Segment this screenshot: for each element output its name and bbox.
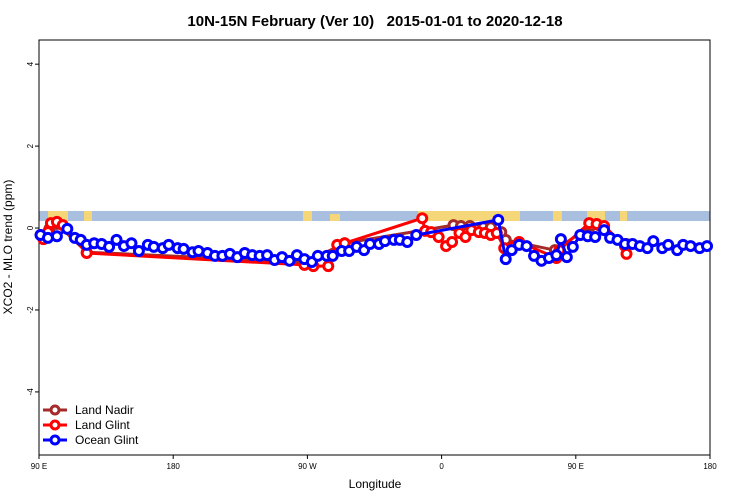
legend-label: Land Nadir: [75, 403, 134, 417]
chart-title: 10N-15N February (Ver 10) 2015-01-01 to …: [187, 13, 562, 30]
legend-marker: [49, 404, 61, 416]
point: [550, 249, 563, 262]
y-tick-label: -4: [26, 388, 35, 396]
point: [505, 244, 518, 257]
point: [410, 229, 423, 242]
y-tick-label: 0: [26, 225, 35, 230]
y-tick-label: 4: [26, 61, 35, 66]
point: [103, 240, 116, 253]
legend-marker: [49, 434, 61, 446]
y-axis-label: XCO2 - MLO trend (ppm): [1, 180, 15, 315]
point: [50, 230, 63, 243]
x-tick-label: 90 W: [298, 462, 317, 471]
point: [125, 237, 138, 250]
map-strip: [39, 211, 710, 221]
series: [34, 213, 714, 269]
x-tick-label: 90 E: [568, 462, 584, 471]
land-patch: [418, 211, 520, 221]
x-tick-label: 180: [703, 462, 717, 471]
point: [432, 231, 445, 244]
point: [662, 238, 675, 251]
x-tick-label: 180: [167, 462, 181, 471]
x-axis-label: Longitude: [349, 477, 402, 491]
point: [520, 240, 533, 253]
land-patch: [620, 211, 627, 221]
point: [554, 233, 567, 246]
point: [326, 249, 339, 262]
point: [283, 254, 296, 267]
ocean-band: [39, 211, 710, 221]
land-patch: [84, 211, 92, 221]
land-patch: [587, 211, 605, 221]
x-tick-label: 90 E: [31, 462, 47, 471]
land-patch: [303, 211, 312, 221]
x-tick-label: 0: [439, 462, 444, 471]
point: [459, 231, 472, 244]
point: [598, 224, 611, 237]
point: [132, 244, 145, 257]
point: [647, 235, 660, 248]
point: [560, 251, 573, 264]
point: [620, 247, 633, 260]
point: [446, 235, 459, 248]
point: [566, 240, 579, 253]
point: [701, 240, 714, 253]
point: [110, 233, 123, 246]
land-patch: [330, 214, 340, 221]
legend-label: Ocean Glint: [75, 433, 139, 447]
point: [416, 212, 429, 225]
point: [322, 260, 335, 273]
land-patch: [553, 211, 562, 221]
point: [401, 235, 414, 248]
point: [589, 231, 602, 244]
legend-marker: [49, 419, 61, 431]
point: [641, 242, 654, 255]
point: [499, 253, 512, 266]
y-tick-label: -2: [26, 306, 35, 314]
point: [492, 213, 505, 226]
legend-label: Land Glint: [75, 418, 130, 432]
y-tick-label: 2: [26, 143, 35, 148]
point: [61, 222, 74, 235]
